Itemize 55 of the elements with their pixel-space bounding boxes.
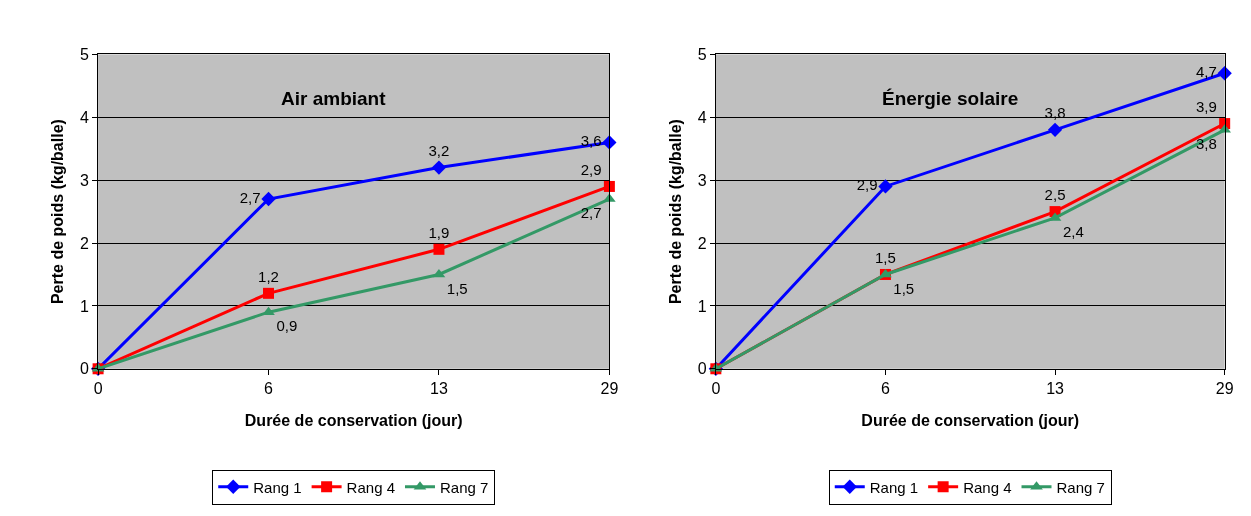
legend-label: Rang 7 bbox=[439, 478, 489, 496]
data-label: 0,9 bbox=[276, 317, 298, 335]
point bbox=[261, 191, 276, 207]
y-axis-title: Perte de poids (kg/balle) bbox=[48, 119, 66, 305]
x-tick-label: 6 bbox=[881, 379, 891, 397]
y-tick-label: 5 bbox=[697, 46, 707, 64]
data-label: 3,9 bbox=[1195, 97, 1217, 115]
data-label: 1,5 bbox=[893, 279, 915, 297]
legend-label: Rang 4 bbox=[963, 478, 1012, 496]
y-tick-label: 1 bbox=[79, 297, 89, 315]
y-tick-label: 0 bbox=[79, 360, 89, 378]
legend-label: Rang 7 bbox=[1056, 478, 1105, 496]
x-tick-label: 0 bbox=[93, 379, 103, 397]
y-tick-label: 3 bbox=[79, 171, 89, 189]
y-tick-label: 2 bbox=[79, 234, 89, 252]
data-label: 2,7 bbox=[239, 188, 261, 206]
text: Air ambiant bbox=[281, 88, 387, 109]
data-label: 3,2 bbox=[428, 141, 450, 159]
legend-label: Rang 1 bbox=[869, 478, 919, 496]
legend-label: Rang 1 bbox=[253, 478, 302, 496]
x-tick-label: 0 bbox=[711, 379, 721, 397]
data-label: 1,9 bbox=[428, 223, 450, 241]
x-tick-label: 6 bbox=[264, 379, 274, 397]
data-label: 2,7 bbox=[580, 204, 602, 222]
data-label: 4,7 bbox=[1195, 63, 1217, 81]
y-tick-label: 4 bbox=[697, 108, 707, 126]
x-tick-label: 29 bbox=[1215, 379, 1234, 397]
x-tick-label: 13 bbox=[1046, 379, 1065, 397]
point bbox=[1047, 122, 1063, 138]
x-axis-title: Durée de conservation (jour) bbox=[244, 411, 463, 429]
y-axis-title: Perte de poids (kg/balle) bbox=[666, 119, 684, 305]
data-label: 2,9 bbox=[580, 160, 602, 178]
y-tick-label: 5 bbox=[79, 46, 89, 64]
y-tick-label: 1 bbox=[697, 297, 707, 315]
y-tick-label: 3 bbox=[697, 171, 707, 189]
legend-label: Rang 4 bbox=[346, 478, 395, 496]
text: Énergie solaire bbox=[882, 88, 1019, 109]
data-label: 1,5 bbox=[446, 279, 468, 297]
y-tick-label: 4 bbox=[79, 108, 89, 126]
data-label: 2,4 bbox=[1062, 223, 1084, 240]
x-tick-label: 29 bbox=[600, 379, 619, 397]
x-tick-label: 13 bbox=[430, 379, 448, 397]
data-label: 1,5 bbox=[875, 248, 896, 266]
point bbox=[432, 268, 446, 278]
point bbox=[878, 179, 893, 194]
x-axis-title: Durée de conservation (jour) bbox=[861, 411, 1080, 429]
point bbox=[1217, 66, 1232, 81]
data-label: 1,2 bbox=[258, 267, 279, 285]
point bbox=[263, 287, 275, 299]
data-label: 3,8 bbox=[1195, 134, 1217, 152]
y-tick-label: 0 bbox=[697, 360, 707, 378]
point bbox=[433, 243, 445, 255]
y-tick-label: 2 bbox=[697, 234, 707, 252]
point bbox=[431, 160, 447, 175]
data-label: 2,5 bbox=[1044, 185, 1066, 203]
